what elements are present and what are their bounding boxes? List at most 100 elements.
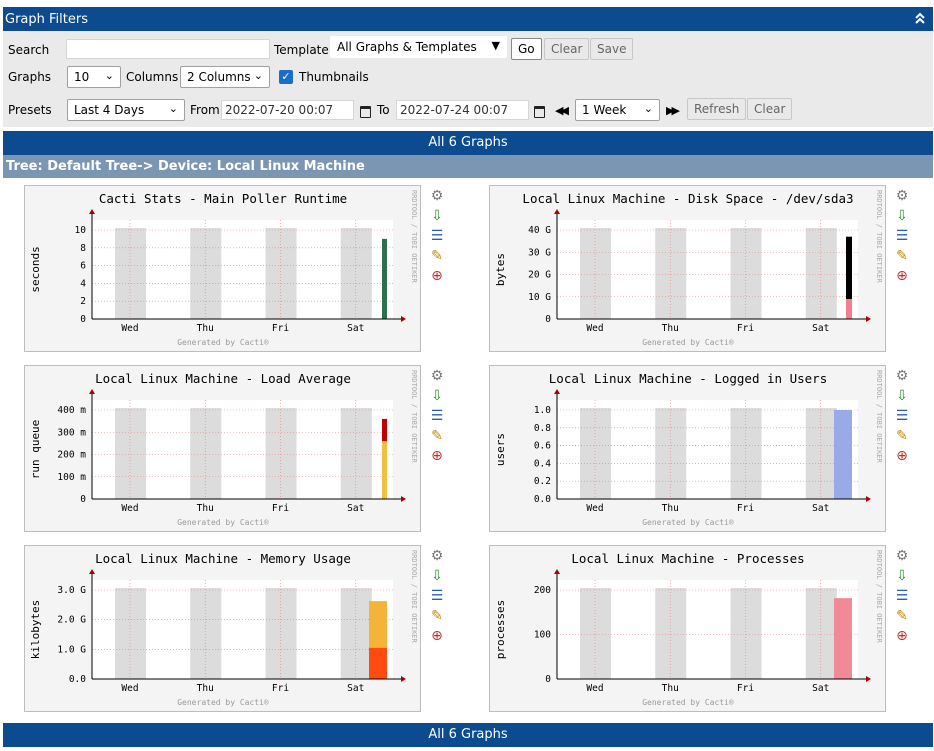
thumbnails-checkbox[interactable]: ✓ xyxy=(279,70,293,84)
generated-by: Generated by Cacti® xyxy=(642,338,734,347)
calendar-icon[interactable] xyxy=(534,106,545,118)
timespan-select[interactable]: 1 Week ⌄ xyxy=(575,99,660,121)
gear-icon[interactable]: ⚙ xyxy=(895,188,909,204)
export-csv-icon[interactable]: ⇩ xyxy=(431,388,443,404)
list-icon[interactable]: ☰ xyxy=(895,228,909,244)
x-tick-label: Sat xyxy=(347,503,364,514)
zoom-graph-icon[interactable]: ⊕ xyxy=(431,268,443,284)
series-mark xyxy=(382,441,387,499)
graph-thumbnail[interactable]: Local Linux Machine - Logged in Users use… xyxy=(489,365,886,532)
graph-thumbnail[interactable]: Cacti Stats - Main Poller Runtime seconds… xyxy=(24,185,421,352)
night-band xyxy=(805,588,837,679)
x-tick-label: Sat xyxy=(347,683,364,694)
series-mark xyxy=(834,410,852,499)
graph-thumbnail[interactable]: Local Linux Machine - Disk Space - /dev/… xyxy=(489,185,886,352)
x-tick-label: Fri xyxy=(737,323,754,334)
series-mark xyxy=(846,298,852,319)
graph-actions: ⚙ ⇩ ☰ ✎ ⊕ xyxy=(429,548,447,648)
search-input[interactable] xyxy=(66,39,270,59)
graph-thumbnail[interactable]: Local Linux Machine - Memory Usage kiloby… xyxy=(24,545,421,712)
export-csv-icon[interactable]: ⇩ xyxy=(431,568,443,584)
graph-thumbnail[interactable]: Local Linux Machine - Processes processes… xyxy=(489,545,886,712)
tree-path: Tree: Default Tree-> Device: Local Linux… xyxy=(3,155,933,178)
edit-icon[interactable]: ✎ xyxy=(896,608,908,624)
y-tick-label: 200 m xyxy=(57,450,86,461)
generated-by: Generated by Cacti® xyxy=(177,518,269,527)
edit-icon[interactable]: ✎ xyxy=(431,248,443,264)
export-csv-icon[interactable]: ⇩ xyxy=(896,388,908,404)
x-tick-label: Sat xyxy=(812,683,829,694)
night-band xyxy=(265,588,297,679)
calendar-icon[interactable] xyxy=(360,106,371,118)
generated-by: Generated by Cacti® xyxy=(177,338,269,347)
collapse-icon[interactable] xyxy=(915,12,925,24)
thumbnails-label: Thumbnails xyxy=(299,70,369,84)
night-band xyxy=(730,408,762,499)
night-band xyxy=(190,408,222,499)
zoom-graph-icon[interactable]: ⊕ xyxy=(896,268,908,284)
edit-icon[interactable]: ✎ xyxy=(431,608,443,624)
refresh-button[interactable]: Refresh xyxy=(687,98,747,120)
to-date-input[interactable]: 2022-07-24 00:07 xyxy=(396,100,529,120)
columns-select[interactable]: 2 Columns ⌄ xyxy=(180,66,270,88)
graph-actions: ⚙ ⇩ ☰ ✎ ⊕ xyxy=(894,368,912,468)
gear-icon[interactable]: ⚙ xyxy=(895,368,909,384)
y-axis-label: bytes xyxy=(494,253,507,286)
presets-select[interactable]: Last 4 Days ⌄ xyxy=(67,99,185,121)
list-icon[interactable]: ☰ xyxy=(430,228,444,244)
shift-right-icon[interactable]: ▶▶ xyxy=(666,104,680,117)
edit-icon[interactable]: ✎ xyxy=(431,428,443,444)
go-button[interactable]: Go xyxy=(511,38,542,60)
list-icon[interactable]: ☰ xyxy=(895,588,909,604)
gear-icon[interactable]: ⚙ xyxy=(430,548,444,564)
zoom-graph-icon[interactable]: ⊕ xyxy=(896,448,908,464)
zoom-graph-icon[interactable]: ⊕ xyxy=(431,628,443,644)
x-tick-label: Sat xyxy=(812,323,829,334)
y-axis-label: kilobytes xyxy=(29,600,42,660)
graph-actions: ⚙ ⇩ ☰ ✎ ⊕ xyxy=(894,548,912,648)
zoom-graph-icon[interactable]: ⊕ xyxy=(431,448,443,464)
gear-icon[interactable]: ⚙ xyxy=(895,548,909,564)
graph-title: Local Linux Machine - Memory Usage xyxy=(95,551,351,566)
y-tick-label: 100 m xyxy=(57,472,86,483)
graph-actions: ⚙ ⇩ ☰ ✎ ⊕ xyxy=(894,188,912,288)
graph-thumbnail[interactable]: Local Linux Machine - Load Average run qu… xyxy=(24,365,421,532)
y-tick-label: 30 G xyxy=(528,247,551,258)
y-tick-label: 3.0 G xyxy=(57,585,86,596)
night-band xyxy=(580,408,611,499)
export-csv-icon[interactable]: ⇩ xyxy=(431,208,443,224)
clear-button[interactable]: Clear xyxy=(544,38,590,60)
night-band xyxy=(580,228,611,319)
clear-time-button[interactable]: Clear xyxy=(747,98,793,120)
y-tick-label: 8 xyxy=(80,243,86,254)
gear-icon[interactable]: ⚙ xyxy=(430,368,444,384)
chevron-down-icon: ⌄ xyxy=(104,69,114,82)
template-select[interactable]: All Graphs & Templates ▼ xyxy=(330,36,507,58)
list-icon[interactable]: ☰ xyxy=(430,408,444,424)
chevron-down-icon: ⌄ xyxy=(168,102,178,115)
list-icon[interactable]: ☰ xyxy=(895,408,909,424)
save-button[interactable]: Save xyxy=(590,38,634,60)
y-tick-label: 0.8 xyxy=(534,423,551,434)
night-band xyxy=(340,408,372,499)
y-tick-label: 6 xyxy=(80,261,86,272)
shift-left-icon[interactable]: ◀◀ xyxy=(555,104,569,117)
y-axis-label: seconds xyxy=(29,246,42,292)
export-csv-icon[interactable]: ⇩ xyxy=(896,208,908,224)
export-csv-icon[interactable]: ⇩ xyxy=(896,568,908,584)
list-icon[interactable]: ☰ xyxy=(430,588,444,604)
series-mark xyxy=(834,598,852,679)
zoom-graph-icon[interactable]: ⊕ xyxy=(896,628,908,644)
graphs-value: 10 xyxy=(74,70,90,84)
edit-icon[interactable]: ✎ xyxy=(896,428,908,444)
night-band xyxy=(655,588,687,679)
gear-icon[interactable]: ⚙ xyxy=(430,188,444,204)
from-date-input[interactable]: 2022-07-20 00:07 xyxy=(221,100,354,120)
y-tick-label: 0.6 xyxy=(534,441,551,452)
edit-icon[interactable]: ✎ xyxy=(896,248,908,264)
graphs-select[interactable]: 10 ⌄ xyxy=(67,66,121,88)
y-tick-label: 0.2 xyxy=(534,476,551,487)
series-mark xyxy=(846,236,852,319)
x-tick-label: Fri xyxy=(737,683,754,694)
y-axis-label: processes xyxy=(494,600,507,660)
